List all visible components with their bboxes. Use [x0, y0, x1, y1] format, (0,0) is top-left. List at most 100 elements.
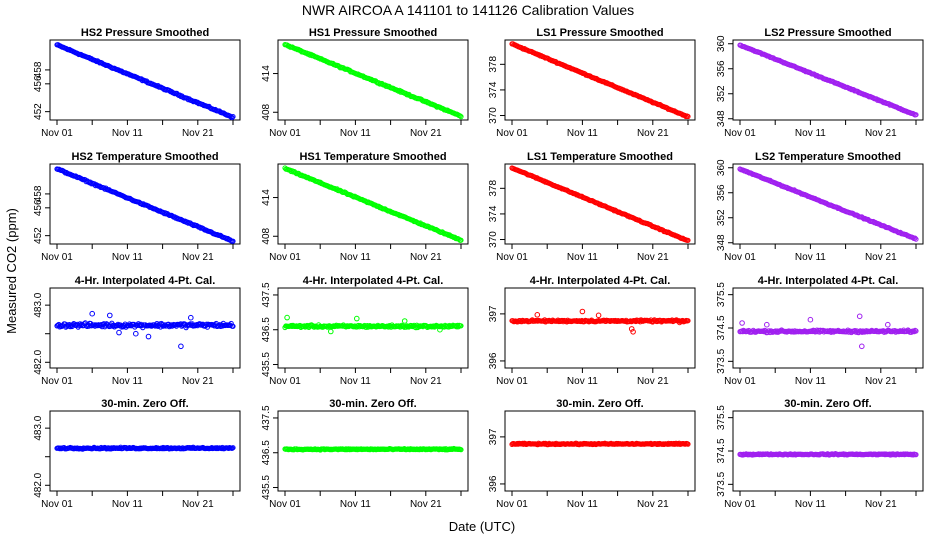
data-point-outlier — [145, 333, 152, 340]
data-point — [685, 441, 691, 447]
y-tick-label: 370 — [488, 107, 499, 124]
series-points — [54, 310, 236, 350]
x-tick-label: Nov 01 — [269, 376, 301, 387]
y-tick-label: 483.0 — [33, 415, 44, 440]
y-tick-label: 414 — [261, 65, 272, 82]
data-point-outlier — [328, 328, 334, 335]
panel-title: 30-min. Zero Off. — [556, 398, 643, 410]
x-tick-label: Nov 01 — [41, 376, 73, 387]
data-point — [458, 237, 464, 243]
y-tick-label: 352 — [716, 85, 727, 102]
panel-frame — [504, 39, 696, 121]
y-tick-label: 348 — [716, 234, 727, 251]
x-tick-label: Nov 21 — [637, 128, 669, 139]
data-point-outlier — [676, 319, 683, 326]
data-point — [457, 113, 463, 119]
x-tick-label: Nov 01 — [724, 252, 756, 263]
y-tick-label: 375.5 — [716, 405, 727, 430]
panel-title: LS1 Temperature Smoothed — [527, 151, 673, 163]
panel-title: HS1 Pressure Smoothed — [309, 27, 437, 39]
series-points — [282, 445, 464, 453]
x-tick-label: Nov 21 — [865, 252, 897, 263]
panel-ls1-3: 30-min. Zero Off. Nov 01 Nov 11 Nov 21 396 39… — [488, 398, 696, 510]
series-points — [737, 451, 919, 458]
x-tick-label: Nov 11 — [567, 252, 598, 263]
panel-title: 30-min. Zero Off. — [329, 398, 416, 410]
x-tick-label: Nov 21 — [182, 376, 214, 387]
series-points — [54, 166, 236, 244]
data-point — [682, 112, 688, 119]
x-tick-label: Nov 21 — [182, 499, 214, 510]
y-tick-label: 397 — [488, 305, 499, 322]
series-points — [509, 41, 691, 120]
series-points — [509, 308, 691, 335]
panel-title: 30-min. Zero Off. — [101, 398, 188, 410]
x-tick-label: Nov 21 — [865, 376, 897, 387]
panel-frame — [277, 39, 469, 121]
panel-frame — [732, 410, 924, 492]
figure-y-axis-label: Measured CO2 (ppm) — [4, 208, 19, 334]
panel-hs1-2: 4-Hr. Interpolated 4-Pt. Cal. Nov 01 Nov 1… — [261, 275, 469, 387]
y-tick-label: 348 — [716, 110, 727, 127]
x-tick-label: Nov 11 — [567, 376, 598, 387]
x-tick-label: Nov 01 — [269, 128, 301, 139]
y-tick-label: 414 — [261, 189, 272, 206]
x-tick-label: Nov 11 — [112, 252, 143, 263]
panel-frame — [277, 410, 469, 492]
data-point — [229, 114, 235, 121]
data-point-outlier — [534, 312, 541, 318]
x-tick-label: Nov 21 — [410, 376, 442, 387]
x-tick-label: Nov 11 — [340, 376, 371, 387]
x-tick-label: Nov 21 — [410, 128, 442, 139]
y-tick-label: 370 — [488, 231, 499, 248]
x-tick-label: Nov 01 — [496, 499, 528, 510]
y-tick-label: 373.5 — [716, 348, 727, 373]
panel-ls2-2: 4-Hr. Interpolated 4-Pt. Cal. Nov 01 Nov 1… — [716, 275, 924, 387]
y-tick-label: 374 — [488, 205, 499, 222]
y-tick-label: 360 — [716, 35, 727, 52]
y-tick-label: 456 — [33, 199, 44, 216]
x-tick-label: Nov 21 — [637, 499, 669, 510]
panel-frame — [732, 163, 924, 245]
y-tick-label: 437.5 — [261, 282, 272, 307]
y-tick-label: 435.5 — [261, 475, 272, 500]
panel-frame — [49, 39, 241, 121]
panel-frame — [277, 287, 469, 369]
panel-frame — [732, 287, 924, 369]
panel-title: 4-Hr. Interpolated 4-Pt. Cal. — [75, 275, 216, 287]
x-tick-label: Nov 21 — [182, 128, 214, 139]
y-tick-label: 360 — [716, 159, 727, 176]
x-tick-label: Nov 21 — [637, 376, 669, 387]
y-tick-label: 436.5 — [261, 440, 272, 465]
panel-ls2-3: 30-min. Zero Off. Nov 01 Nov 11 Nov 21 373.5… — [716, 398, 924, 510]
panel-frame — [49, 287, 241, 369]
panel-ls1-0: LS1 Pressure Smoothed Nov 01 Nov 11 Nov 21 3… — [488, 27, 696, 139]
x-tick-label: Nov 11 — [340, 128, 371, 139]
x-tick-label: Nov 11 — [112, 128, 143, 139]
y-tick-label: 436.5 — [261, 317, 272, 342]
data-point — [458, 323, 464, 329]
panel-frame — [49, 410, 241, 492]
x-tick-label: Nov 11 — [112, 376, 143, 387]
x-tick-label: Nov 11 — [795, 499, 826, 510]
y-tick-label: 396 — [488, 475, 499, 492]
x-tick-label: Nov 01 — [269, 499, 301, 510]
x-tick-label: Nov 11 — [567, 128, 598, 139]
x-tick-label: Nov 11 — [795, 376, 826, 387]
data-point-outlier — [630, 329, 636, 335]
data-point-outlier — [739, 320, 745, 326]
figure-x-axis-label: Date (UTC) — [449, 519, 515, 534]
x-tick-label: Nov 01 — [724, 499, 756, 510]
series-points — [509, 440, 691, 448]
panel-title: 30-min. Zero Off. — [784, 398, 871, 410]
y-tick-label: 483.0 — [33, 292, 44, 317]
panel-title: LS2 Pressure Smoothed — [764, 27, 891, 39]
series-points — [509, 165, 691, 243]
panel-ls2-1: LS2 Temperature Smoothed Nov 01 Nov 11 Nov … — [716, 151, 924, 263]
data-point-outlier — [764, 321, 770, 328]
x-tick-label: Nov 21 — [182, 252, 214, 263]
y-tick-label: 374.5 — [716, 315, 727, 340]
panel-frame — [732, 39, 924, 121]
y-tick-label: 356 — [716, 60, 727, 77]
